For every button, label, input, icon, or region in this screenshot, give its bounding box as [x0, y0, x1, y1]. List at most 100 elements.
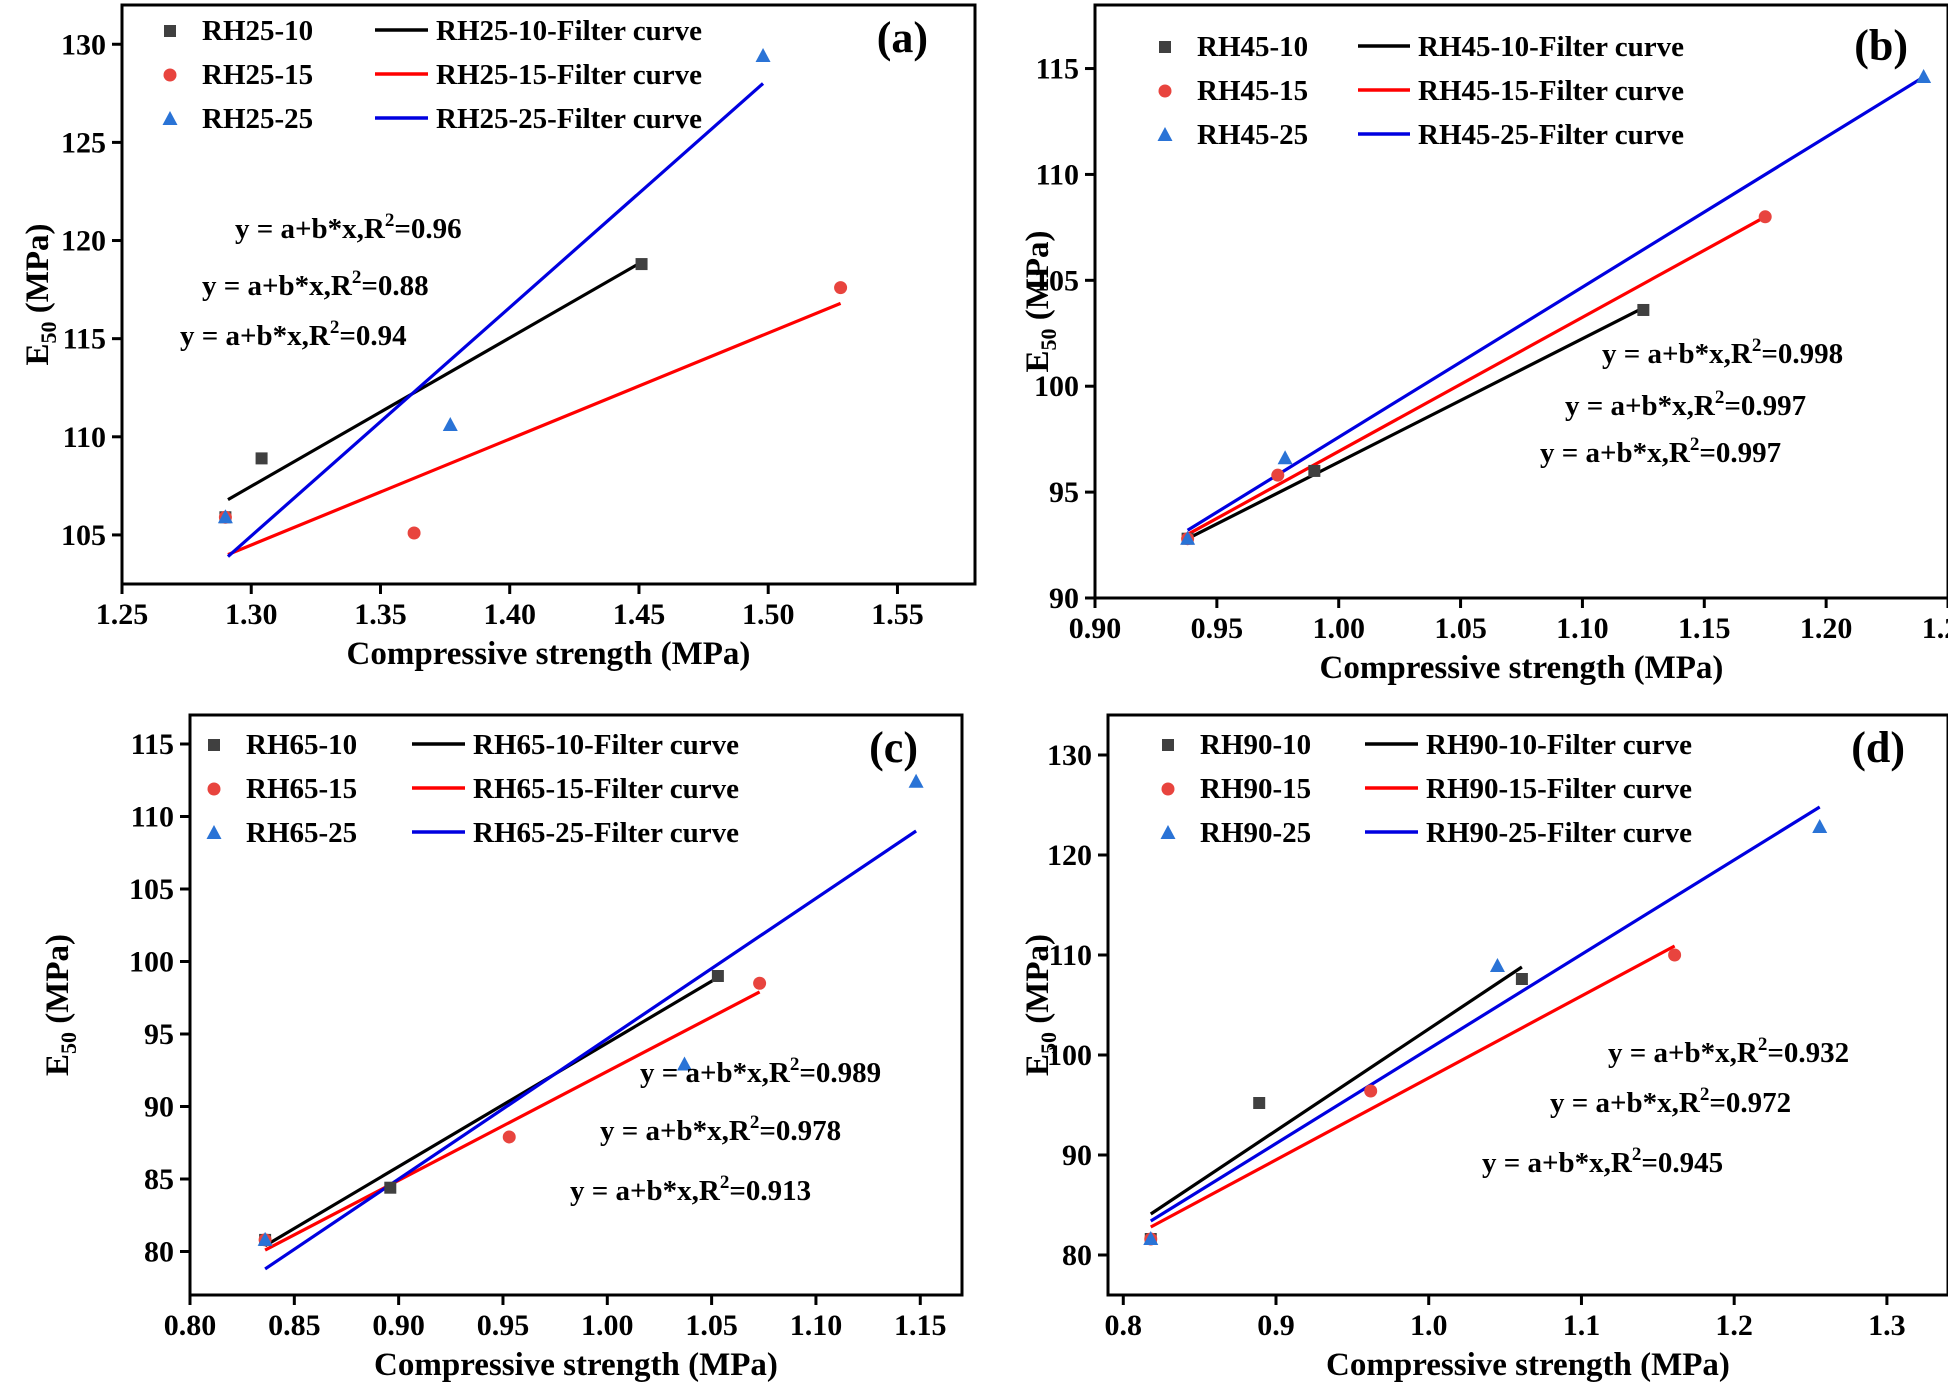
x-tick-label: 1.15: [1678, 612, 1731, 645]
panel-label: (a): [877, 13, 928, 62]
x-axis-title: Compressive strength (MPa): [1320, 650, 1724, 686]
data-point: [257, 1231, 273, 1246]
y-tick-label: 120: [61, 225, 106, 258]
legend-fit-label: RH45-10-Filter curve: [1418, 31, 1684, 63]
data-point: [1143, 1231, 1159, 1245]
plot-frame: [1106, 713, 1948, 1297]
fit-line: [1149, 965, 1523, 1216]
y-tick-label: 100: [1034, 370, 1079, 403]
x-tick-label: 0.85: [268, 1309, 321, 1342]
fit-equation: y = a+b*x,R2=0.997: [1540, 434, 1781, 469]
data-point: [1489, 958, 1505, 972]
data-point: [1758, 210, 1772, 224]
y-tick-label: 125: [61, 126, 106, 159]
fit-equation: y = a+b*x,R2=0.998: [1602, 335, 1843, 370]
fit-equation: y = a+b*x,R2=0.913: [570, 1172, 811, 1207]
x-tick-label: 1.25: [1922, 612, 1948, 645]
data-point: [753, 976, 767, 990]
y-axis-title: E50 (MPa): [1020, 230, 1061, 372]
x-tick-label: 0.95: [477, 1309, 530, 1342]
legend-marker: [206, 825, 222, 839]
legend-marker: [164, 25, 176, 37]
legend-fit-label: RH65-25-Filter curve: [473, 817, 739, 849]
data-point: [502, 1130, 516, 1144]
legend-fit-label: RH45-15-Filter curve: [1418, 75, 1684, 107]
legend-marker: [208, 739, 220, 751]
y-tick-label: 90: [144, 1091, 174, 1124]
data-point: [384, 1181, 397, 1194]
fit-line: [1149, 805, 1821, 1223]
plot-frame: [188, 713, 964, 1297]
x-tick-label: 1.55: [871, 598, 924, 631]
data-point: [711, 970, 724, 982]
panel-label: (c): [869, 723, 918, 772]
data-point: [217, 509, 233, 524]
y-tick-label: 115: [63, 323, 106, 356]
y-tick-label: 100: [1047, 1039, 1092, 1072]
fit-line: [264, 976, 719, 1248]
panel-label: (d): [1851, 723, 1905, 772]
x-tick-label: 1.20: [1800, 612, 1853, 645]
panel-label: (b): [1854, 21, 1908, 70]
legend-label: RH65-25: [246, 817, 357, 849]
fit-line: [1186, 75, 1925, 532]
x-tick-label: 1.10: [1556, 612, 1609, 645]
legend-fit-label: RH65-10-Filter curve: [473, 729, 739, 761]
y-tick-label: 95: [1049, 476, 1079, 509]
fit-line: [1186, 215, 1766, 536]
x-tick-label: 1.05: [1434, 612, 1487, 645]
y-tick-label: 80: [1062, 1239, 1092, 1272]
x-tick-label: 1.00: [1312, 612, 1365, 645]
data-point: [1308, 464, 1321, 477]
y-tick-label: 105: [1034, 264, 1079, 297]
x-tick-label: 1.45: [613, 598, 666, 631]
legend-marker: [207, 782, 221, 796]
data-point: [1271, 468, 1285, 482]
data-point: [1515, 973, 1528, 985]
x-axis-title: Compressive strength (MPa): [347, 636, 751, 672]
data-point: [755, 48, 771, 63]
legend-label: RH45-15: [1197, 75, 1308, 107]
x-tick-label: 1.15: [894, 1309, 947, 1342]
plot-frame: [1093, 3, 1948, 600]
legend-marker: [1157, 127, 1173, 141]
y-tick-label: 130: [1047, 739, 1092, 772]
x-tick-label: 0.90: [372, 1309, 425, 1342]
fit-line: [1150, 944, 1676, 1229]
fit-equation: y = a+b*x,R2=0.945: [1482, 1144, 1723, 1179]
panel-d: 0.8 0.9 1.0 1.1 1.2 1.3 80 90 100 110 120 130 Compre…: [1020, 713, 1948, 1383]
x-axis-title: Compressive strength (MPa): [1326, 1347, 1730, 1383]
y-tick-label: 90: [1049, 582, 1079, 615]
legend-label: RH45-25: [1197, 119, 1308, 151]
x-tick-label: 1.25: [96, 598, 149, 631]
data-point: [1916, 69, 1932, 84]
y-tick-label: 95: [144, 1018, 174, 1051]
panel-b: 0.90 0.95 1.00 1.05 1.10 1.15 1.20 1.25 90 95 100 1…: [1020, 3, 1948, 686]
fit-equation: y = a+b*x,R2=0.978: [600, 1112, 841, 1147]
y-tick-label: 120: [1047, 839, 1092, 872]
fit-line: [227, 301, 842, 557]
x-tick-label: 1.05: [685, 1309, 738, 1342]
data-point: [834, 281, 848, 295]
data-point: [908, 773, 924, 788]
y-axis-title: E50 (MPa): [20, 223, 61, 365]
panel-c: 0.80 0.85 0.90 0.95 1.00 1.05 1.10 1.15 80 85 90 95…: [40, 713, 964, 1383]
x-tick-label: 0.90: [1069, 612, 1122, 645]
y-tick-label: 85: [144, 1163, 174, 1196]
x-tick-label: 0.9: [1257, 1309, 1295, 1342]
legend-marker: [1159, 41, 1171, 53]
data-point: [635, 258, 648, 271]
legend-label: RH90-10: [1200, 729, 1311, 761]
y-tick-label: 105: [61, 519, 106, 552]
data-point: [407, 526, 421, 540]
y-tick-label: 110: [1036, 158, 1079, 191]
fit-equation: y = a+b*x,R2=0.96: [235, 210, 462, 245]
data-point: [1637, 303, 1650, 316]
x-tick-label: 1.50: [742, 598, 795, 631]
legend-fit-label: RH45-25-Filter curve: [1418, 119, 1684, 151]
data-point: [1277, 450, 1293, 465]
legend-marker: [163, 68, 177, 82]
fit-line: [264, 990, 761, 1252]
x-tick-label: 1.1: [1563, 1309, 1601, 1342]
